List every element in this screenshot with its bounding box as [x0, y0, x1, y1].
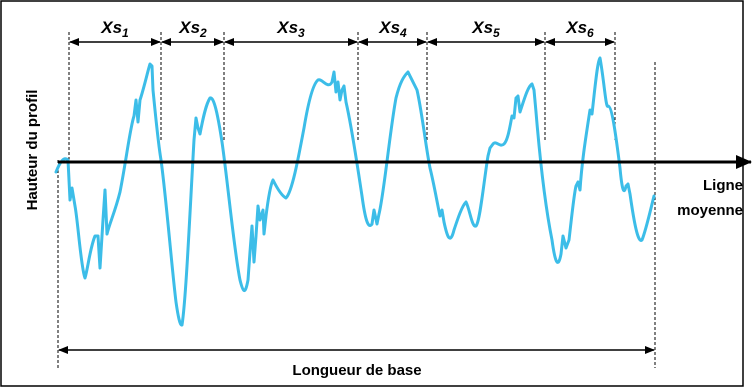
- roughness-profile-curve: [54, 56, 656, 327]
- mean-line-label-2: moyenne: [677, 202, 743, 219]
- segment-label-3: Xs3: [276, 18, 305, 40]
- segment-label-1: Xs1: [100, 18, 129, 40]
- segment-label-2: Xs2: [178, 18, 207, 40]
- segment-label-6: Xs6: [565, 18, 594, 40]
- segment-separators: [68, 32, 616, 160]
- segment-label-5: Xs5: [471, 18, 500, 40]
- y-axis-label: Hauteur du profil: [24, 90, 41, 211]
- segment-labels: Xs1 Xs2 Xs3 Xs4 Xs5 Xs6: [100, 18, 594, 40]
- mean-line-label-1: Ligne: [703, 177, 743, 194]
- base-length-label: Longueur de base: [292, 362, 421, 379]
- segment-label-4: Xs4: [378, 18, 407, 40]
